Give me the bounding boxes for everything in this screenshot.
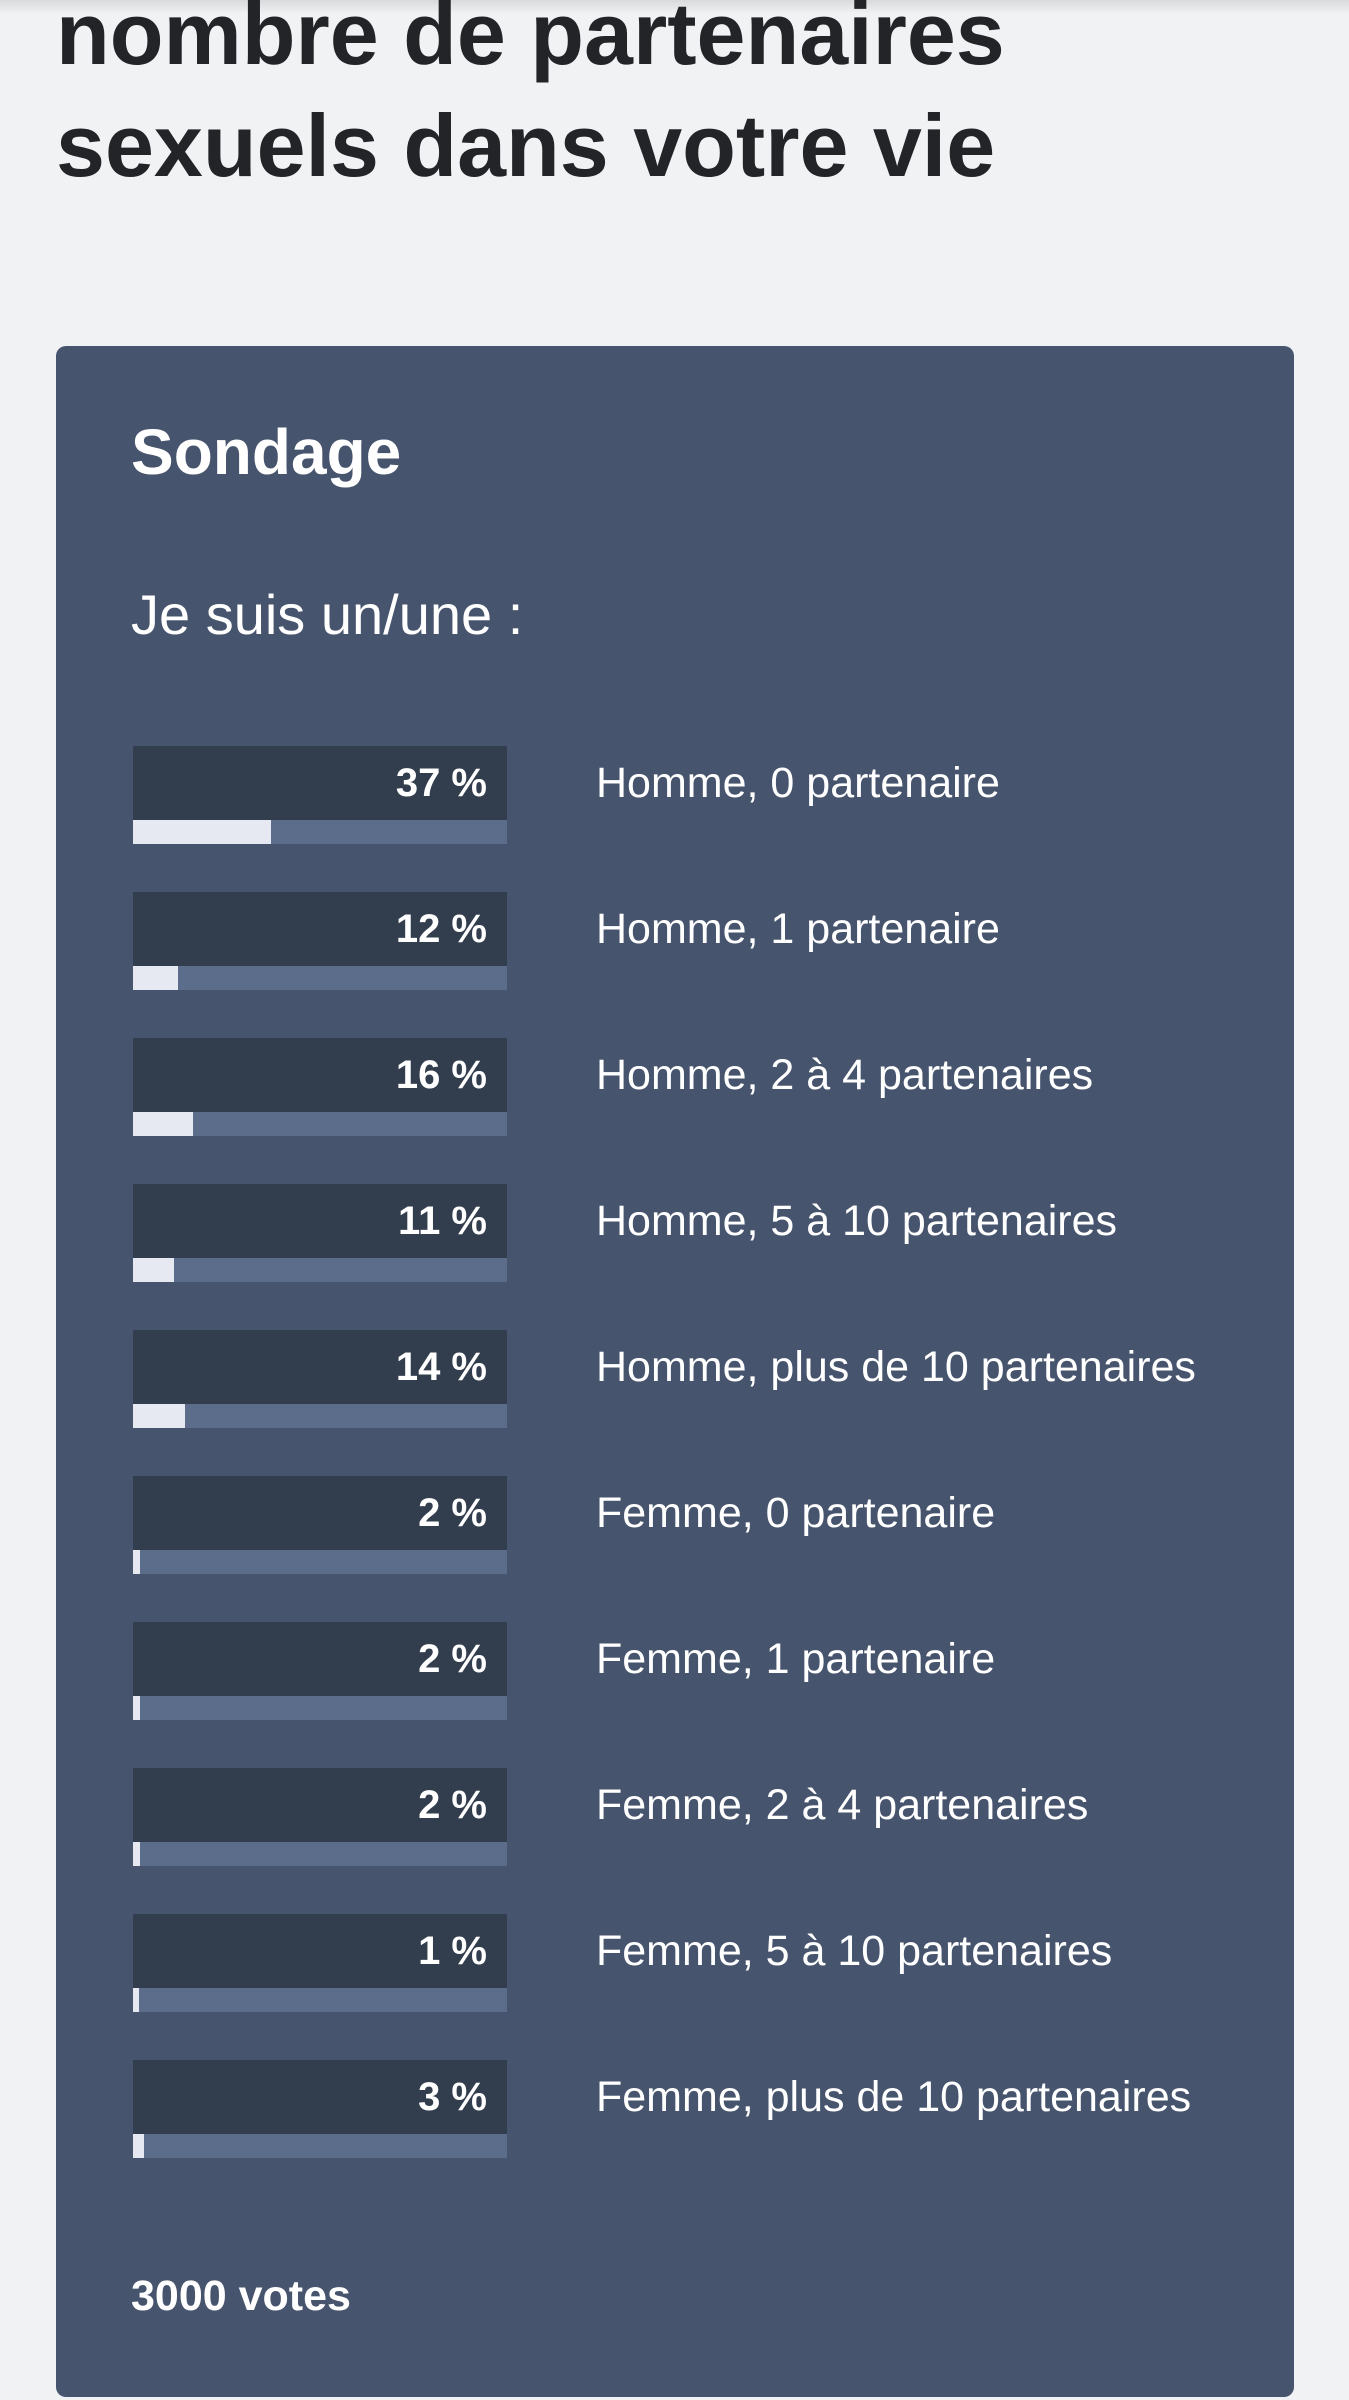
result-bar-track — [133, 1550, 507, 1574]
result-percent-box: 3 % — [133, 2060, 507, 2134]
result-percent: 11 % — [398, 1199, 487, 1243]
result-bar-fill — [133, 1112, 193, 1136]
result-bar-fill — [133, 1550, 141, 1574]
option-label: Homme, 0 partenaire — [596, 759, 1000, 807]
result-percent: 1 % — [418, 1929, 487, 1973]
poll-option: 14 % Homme, plus de 10 partenaires — [133, 1330, 1253, 1428]
poll-option: 2 % Femme, 2 à 4 partenaires — [133, 1768, 1253, 1866]
result-percent-box: 2 % — [133, 1768, 507, 1842]
poll-option: 12 % Homme, 1 partenaire — [133, 892, 1253, 990]
result-bar-fill — [133, 820, 272, 844]
result-bar-track — [133, 1842, 507, 1866]
top-edge-shadow — [0, 0, 1349, 14]
result-bar-track — [133, 1696, 507, 1720]
result-percent-box: 2 % — [133, 1622, 507, 1696]
poll-option: 2 % Femme, 1 partenaire — [133, 1622, 1253, 1720]
poll-heading: Sondage — [131, 416, 402, 488]
result-percent: 12 % — [395, 907, 487, 951]
result-percent-box: 16 % — [133, 1038, 507, 1112]
option-label: Homme, 2 à 4 partenaires — [596, 1051, 1094, 1099]
option-label: Femme, 1 partenaire — [596, 1635, 996, 1683]
result-percent: 16 % — [395, 1053, 487, 1097]
result-percent-box: 11 % — [133, 1184, 507, 1258]
result-percent-box: 1 % — [133, 1914, 507, 1988]
result-percent: 3 % — [418, 2075, 487, 2119]
result-bar-fill — [133, 966, 178, 990]
option-label: Femme, plus de 10 partenaires — [596, 2073, 1192, 2121]
result-percent: 37 % — [395, 761, 487, 805]
option-label: Homme, 5 à 10 partenaires — [596, 1197, 1118, 1245]
result-bar-fill — [133, 1842, 141, 1866]
result-percent-box: 37 % — [133, 746, 507, 820]
result-bar-fill — [133, 1988, 139, 2012]
result-bar-track — [133, 1404, 507, 1428]
result-bar-track — [133, 1988, 507, 2012]
poll-card: Sondage Je suis un/une : 37 % Homme, 0 p… — [56, 346, 1294, 2397]
article-title: nombre de partenaires sexuels dans votre… — [56, 0, 1005, 195]
result-bar-track — [133, 2134, 507, 2158]
poll-question: Je suis un/une : — [131, 583, 524, 646]
result-bar-track — [133, 966, 507, 990]
option-label: Femme, 5 à 10 partenaires — [596, 1927, 1113, 1975]
result-percent: 14 % — [395, 1345, 487, 1389]
result-percent: 2 % — [418, 1637, 487, 1681]
total-votes: 3000 votes — [131, 2272, 351, 2320]
option-label: Homme, 1 partenaire — [596, 905, 1000, 953]
result-bar-fill — [133, 1404, 186, 1428]
poll-options: 37 % Homme, 0 partenaire 12 % Homme, 1 p… — [56, 346, 1294, 2397]
result-bar-fill — [133, 1258, 175, 1282]
result-percent-box: 12 % — [133, 892, 507, 966]
result-bar-fill — [133, 1696, 141, 1720]
option-label: Homme, plus de 10 partenaires — [596, 1343, 1196, 1391]
result-percent-box: 14 % — [133, 1330, 507, 1404]
result-percent: 2 % — [418, 1491, 487, 1535]
poll-option: 3 % Femme, plus de 10 partenaires — [133, 2060, 1253, 2158]
option-label: Femme, 0 partenaire — [596, 1489, 996, 1537]
result-percent: 2 % — [418, 1783, 487, 1827]
result-percent-box: 2 % — [133, 1476, 507, 1550]
result-bar-track — [133, 820, 507, 844]
poll-option: 1 % Femme, 5 à 10 partenaires — [133, 1914, 1253, 2012]
result-bar-track — [133, 1112, 507, 1136]
poll-option: 37 % Homme, 0 partenaire — [133, 746, 1253, 844]
result-bar-fill — [133, 2134, 145, 2158]
option-label: Femme, 2 à 4 partenaires — [596, 1781, 1089, 1829]
poll-option: 16 % Homme, 2 à 4 partenaires — [133, 1038, 1253, 1136]
poll-option: 2 % Femme, 0 partenaire — [133, 1476, 1253, 1574]
result-bar-track — [133, 1258, 507, 1282]
poll-option: 11 % Homme, 5 à 10 partenaires — [133, 1184, 1253, 1282]
